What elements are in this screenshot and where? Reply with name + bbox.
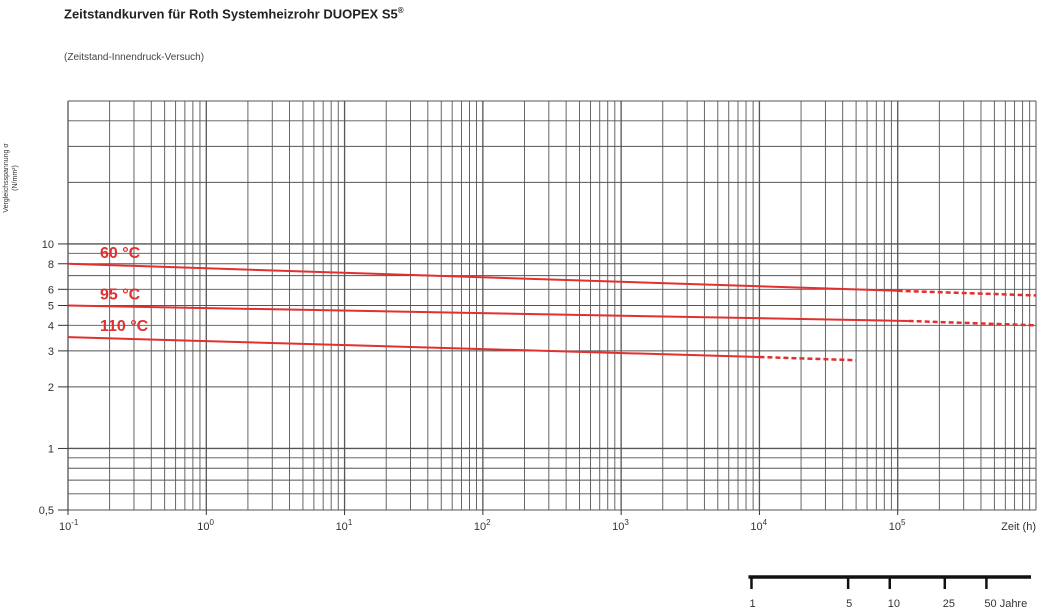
series-line-dashed xyxy=(908,319,1037,327)
y-tick-label: 2 xyxy=(48,382,54,394)
series-line-solid xyxy=(67,336,760,358)
x-tick-label: 102 xyxy=(474,518,491,533)
y-tick-label: 4 xyxy=(48,320,54,332)
series-line-solid xyxy=(67,262,898,292)
x-tick-label: 103 xyxy=(612,518,629,533)
y-tick-label: 0,5 xyxy=(39,505,54,517)
y-tick-label: 10 xyxy=(42,239,54,251)
x-tick-label: 101 xyxy=(336,518,353,533)
y-tick-label: 3 xyxy=(48,346,54,358)
x-axis-label: Zeit (h) xyxy=(1001,521,1036,533)
series-line-dashed xyxy=(897,289,1037,297)
y-axis-label: Vergleichsspannung σ xyxy=(3,143,10,213)
x-tick-label: 100 xyxy=(197,518,214,533)
series-line-dashed xyxy=(759,355,857,362)
registered-mark: ® xyxy=(397,6,404,15)
y-tick-label: 6 xyxy=(48,284,54,296)
x-tick-label: 104 xyxy=(750,518,767,533)
chart-title: Zeitstandkurven für Roth Systemheizrohr … xyxy=(64,6,404,21)
series-label: 110 °C xyxy=(100,318,149,335)
series-label: 95 °C xyxy=(100,287,141,304)
y-tick-label: 5 xyxy=(48,301,54,313)
y-tick-label: 8 xyxy=(48,259,54,271)
years-tick-label: 1 xyxy=(749,598,755,610)
series-label: 60 °C xyxy=(100,245,141,262)
years-tick-label: 25 xyxy=(943,598,955,610)
chart-title-text: Zeitstandkurven für Roth Systemheizrohr … xyxy=(64,6,398,22)
x-tick-label: 10-1 xyxy=(59,518,79,533)
y-tick-label: 1 xyxy=(48,443,54,455)
y-axis-unit: (N/mm²) xyxy=(12,165,19,191)
years-tick-label: 50 Jahre xyxy=(984,598,1027,610)
chart-subtitle: (Zeitstand-Innendruck-Versuch) xyxy=(64,52,205,63)
x-tick-label: 105 xyxy=(889,518,906,533)
years-tick-label: 10 xyxy=(888,598,900,610)
series-line-solid xyxy=(67,304,909,322)
years-tick-label: 5 xyxy=(846,598,852,610)
